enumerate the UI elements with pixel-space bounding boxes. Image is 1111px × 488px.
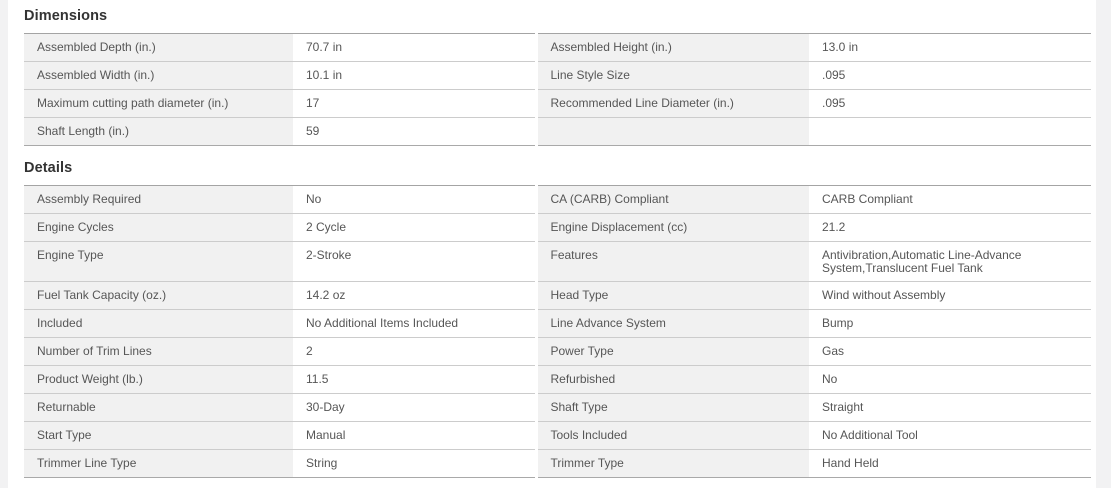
spec-label-cell: Trimmer Line Type — [24, 449, 293, 478]
spec-value-cell: Manual — [293, 421, 536, 450]
spec-value-cell: No — [809, 365, 1091, 394]
spec-value-cell: 2-Stroke — [293, 241, 536, 282]
spec-label-cell: Assembled Depth (in.) — [24, 33, 293, 62]
specifications-sections: Dimensions Assembled Depth (in.) 70.7 in… — [24, 8, 1096, 478]
spec-value-cell: Straight — [809, 393, 1091, 422]
spec-value-cell: 21.2 — [809, 213, 1091, 242]
spec-row: Number of Trim Lines 2 Power Type Gas — [24, 337, 1091, 366]
spec-row: Assembled Depth (in.) 70.7 in Assembled … — [24, 33, 1091, 62]
spec-value-cell — [809, 118, 1091, 146]
spec-label-cell: Features — [534, 241, 809, 282]
spec-value-cell: No — [293, 185, 536, 214]
spec-label-cell: Maximum cutting path diameter (in.) — [24, 89, 293, 118]
spec-value-cell: Gas — [809, 337, 1091, 366]
spec-label-cell: Engine Type — [24, 241, 293, 282]
spec-label-cell: Returnable — [24, 393, 293, 422]
spec-row: Engine Type 2-Stroke Features Antivibrat… — [24, 241, 1091, 282]
spec-row: Product Weight (lb.) 11.5 Refurbished No — [24, 365, 1091, 394]
spec-label-cell: Power Type — [534, 337, 809, 366]
spec-value-cell: 14.2 oz — [293, 281, 536, 310]
spec-value-cell: 13.0 in — [809, 33, 1091, 62]
spec-label-cell: Refurbished — [534, 365, 809, 394]
spec-value-cell: 59 — [306, 124, 320, 138]
product-specifications-panel: Dimensions Assembled Depth (in.) 70.7 in… — [8, 0, 1096, 488]
spec-row: Engine Cycles 2 Cycle Engine Displacemen… — [24, 213, 1091, 242]
spec-value-cell: Wind without Assembly — [809, 281, 1091, 310]
spec-value-cell: String — [306, 456, 338, 470]
spec-label-cell: Number of Trim Lines — [24, 337, 293, 366]
spec-label-cell: Fuel Tank Capacity (oz.) — [24, 281, 293, 310]
spec-value-cell: 70.7 in — [293, 33, 536, 62]
spec-value-cell: 2 Cycle — [293, 213, 536, 242]
spec-label-cell: Tools Included — [534, 421, 809, 450]
spec-label-cell: Line Advance System — [534, 309, 809, 338]
spec-value-cell: 30-Day — [293, 393, 536, 422]
spec-row: Returnable 30-Day Shaft Type Straight — [24, 393, 1091, 422]
spec-label-cell: Assembled Height (in.) — [534, 33, 809, 62]
spec-value-cell: CARB Compliant — [809, 185, 1091, 214]
spec-value-cell: .095 — [809, 89, 1091, 118]
spec-label-cell: Assembled Width (in.) — [24, 61, 293, 90]
spec-row: Assembly Required No CA (CARB) Compliant… — [24, 185, 1091, 214]
spec-label-cell: Assembly Required — [24, 185, 293, 214]
spec-value-cell: Bump — [809, 309, 1091, 338]
spec-value-cell: 11.5 — [293, 365, 536, 394]
specs-table: Assembled Depth (in.) 70.7 in Assembled … — [24, 33, 1091, 146]
spec-label-cell: Head Type — [534, 281, 809, 310]
spec-value-cell: No Additional Tool — [809, 421, 1091, 450]
spec-row: Fuel Tank Capacity (oz.) 14.2 oz Head Ty… — [24, 281, 1091, 310]
spec-label-cell: Recommended Line Diameter (in.) — [534, 89, 809, 118]
spec-value-cell: 10.1 in — [293, 61, 536, 90]
spec-section: Details Assembly Required No CA (CARB) C… — [24, 160, 1096, 478]
specs-table-body: Assembled Depth (in.) 70.7 in Assembled … — [24, 33, 1091, 146]
spec-label-cell: Trimmer Type — [534, 449, 809, 478]
spec-value-cell: .095 — [809, 61, 1091, 90]
specs-table: Assembly Required No CA (CARB) Compliant… — [24, 185, 1091, 478]
specs-table-body: Assembly Required No CA (CARB) Compliant… — [24, 185, 1091, 478]
spec-row: Start Type Manual Tools Included No Addi… — [24, 421, 1091, 450]
spec-row: Shaft Length (in.) 59 — [24, 117, 1091, 146]
spec-label-cell: Included — [24, 309, 293, 338]
section-title: Dimensions — [24, 8, 108, 24]
spec-section: Dimensions Assembled Depth (in.) 70.7 in… — [24, 8, 1096, 146]
spec-value-cell: 2 — [293, 337, 536, 366]
spec-label-cell: Engine Cycles — [24, 213, 293, 242]
spec-value-cell: No Additional Items Included — [293, 309, 536, 338]
spec-value-cell: Antivibration,Automatic Line-Advance Sys… — [809, 241, 1091, 282]
spec-label-cell: Product Weight (lb.) — [24, 365, 293, 394]
spec-label-cell: Engine Displacement (cc) — [534, 213, 809, 242]
spec-label-cell: Shaft Length (in.) — [24, 117, 293, 146]
spec-label-cell: Start Type — [24, 421, 293, 450]
spec-label-cell: Line Style Size — [534, 61, 809, 90]
section-title: Details — [24, 160, 73, 176]
spec-value-cell: Hand Held — [822, 456, 879, 470]
spec-label-cell: CA (CARB) Compliant — [534, 185, 809, 214]
spec-row: Assembled Width (in.) 10.1 in Line Style… — [24, 61, 1091, 90]
spec-value-cell: 17 — [293, 89, 536, 118]
spec-label-cell: Shaft Type — [534, 393, 809, 422]
spec-row: Included No Additional Items Included Li… — [24, 309, 1091, 338]
spec-row: Trimmer Line Type String Trimmer Type Ha… — [24, 449, 1091, 478]
spec-row: Maximum cutting path diameter (in.) 17 R… — [24, 89, 1091, 118]
spec-label-cell — [534, 117, 809, 146]
